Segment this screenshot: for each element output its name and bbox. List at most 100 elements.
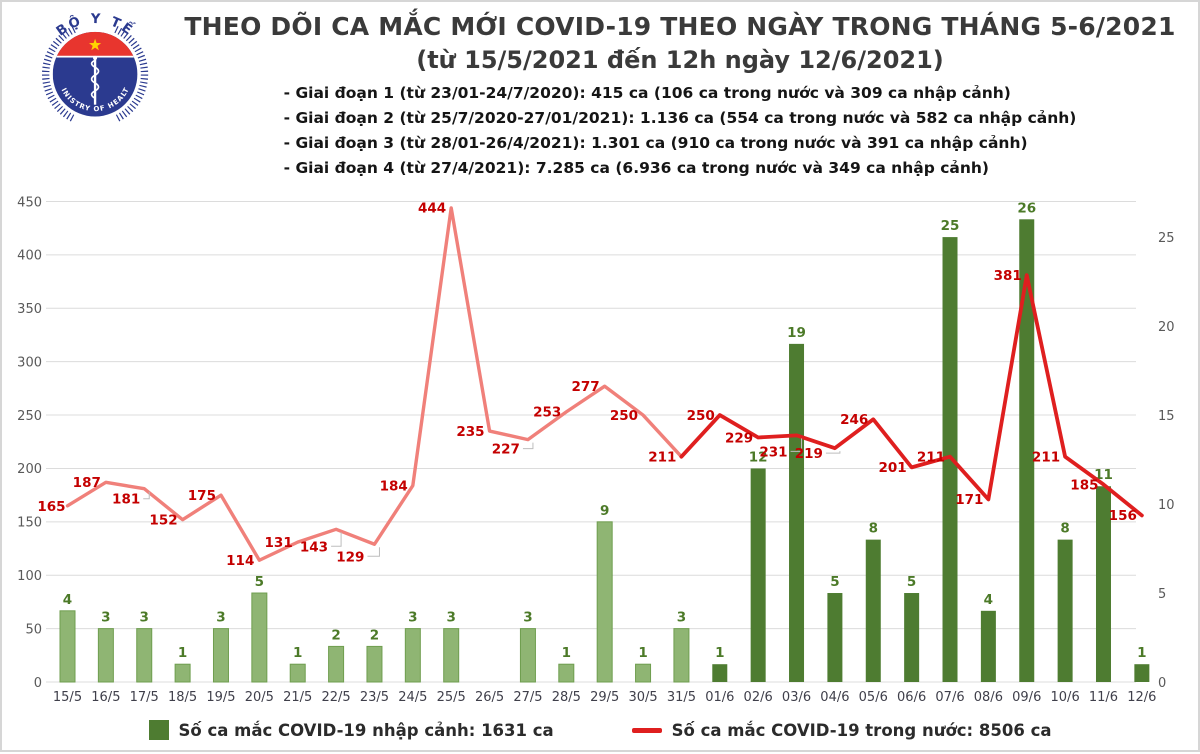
line-value-label: 250 [687,408,715,424]
bar-imported-05/6 [865,539,881,682]
line-value-label: 131 [265,535,293,551]
phase-line-2: - Giai đoạn 2 (từ 25/7/2020-27/01/2021):… [283,109,1077,127]
bar-value-label: 3 [408,610,417,626]
ministry-of-health-logo: BỘ Y TẾ MINISTRY OF HEALTH [36,6,149,123]
legend-item-imported: Số ca mắc COVID-19 nhập cảnh: 1631 ca [148,720,554,740]
x-tick-label: 18/5 [168,690,197,705]
bar-imported-12/6 [1134,664,1150,682]
label-connector [367,547,380,557]
line-value-label: 171 [955,492,983,508]
bar-imported-10/6 [1057,539,1073,682]
bar-imported-17/5 [136,628,153,683]
bar-value-label: 8 [869,521,878,537]
x-tick-label: 30/5 [628,690,657,705]
bar-value-label: 12 [749,449,768,465]
y-left-tick-label: 150 [17,516,42,531]
bar-imported-28/5 [558,663,575,683]
x-tick-label: 16/5 [91,690,120,705]
bar-value-label: 1 [715,645,724,661]
x-tick-label: 19/5 [206,690,235,705]
line-value-label: 211 [1032,449,1060,465]
line-segment-june [679,273,1144,518]
bar-imported-22/5 [328,645,345,683]
line-value-label: 165 [37,499,65,515]
x-tick-label: 10/6 [1051,690,1080,705]
x-tick-label: 23/5 [360,690,389,705]
x-tick-label: 22/5 [321,690,350,705]
bar-imported-20/5 [251,592,268,683]
label-connector [790,438,803,452]
y-left-tick-label: 200 [17,462,42,477]
x-tick-label: 07/6 [935,690,964,705]
y-right-tick-label: 20 [1158,320,1175,335]
line-value-label: 181 [112,492,140,508]
x-tick-label: 24/5 [398,690,427,705]
phase-summary: - Giai đoạn 1 (từ 23/01-24/7/2020): 415 … [284,81,1077,181]
x-tick-label: 26/5 [475,690,504,705]
y-axis-left-tick-labels: 0 50 100 150 200 250 300 350 400 450 [17,195,42,691]
y-right-tick-label: 5 [1158,587,1166,602]
line-value-label: 187 [73,475,101,491]
bar-imported-11/6 [1095,486,1111,682]
bar-imported-23/5 [366,645,383,683]
bar-value-label: 1 [562,645,571,661]
page-title: THEO DÕI CA MẮC MỚI COVID-19 THEO NGÀY T… [184,12,1176,41]
bar-imported-21/5 [289,663,306,683]
bar-imported-30/5 [635,663,652,683]
bar-value-label: 3 [523,610,532,626]
bar-imported-24/5 [404,628,421,683]
phase-line-3: - Giai đoạn 3 (từ 28/01-26/4/2021): 1.30… [283,134,1028,152]
bar-value-label: 25 [941,218,960,234]
line-value-label: 231 [759,444,787,460]
bar-imported-03/6 [789,343,805,682]
x-tick-label: 04/6 [820,690,849,705]
line-value-label: 114 [226,553,254,569]
bar-value-label: 3 [677,610,686,626]
bar-value-label: 5 [255,574,264,590]
y-left-tick-label: 0 [34,676,42,691]
x-tick-label: 06/6 [897,690,926,705]
line-value-label: 152 [149,512,177,528]
line-value-label: 227 [492,442,520,458]
bar-value-label: 1 [293,645,302,661]
bar-imported-15/5 [59,610,76,683]
x-tick-label: 25/5 [437,690,466,705]
line-value-label: 184 [380,478,408,494]
x-tick-label: 02/6 [744,690,773,705]
domestic-cases-line [65,206,1144,562]
line-value-label: 229 [725,430,753,446]
legend-line-label: Số ca mắc COVID-19 trong nước: 8506 ca [671,720,1052,740]
bar-imported-07/6 [942,237,958,682]
x-tick-label: 11/6 [1089,690,1118,705]
bar-imported-02/6 [750,468,766,682]
bar-value-label: 9 [600,503,609,519]
legend-item-domestic: Số ca mắc COVID-19 trong nước: 8506 ca [631,720,1052,740]
y-right-tick-label: 10 [1158,498,1175,513]
line-value-label: 211 [648,449,676,465]
bar-imported-04/6 [827,593,843,682]
bar-value-label: 3 [101,610,110,626]
bar-value-label: 2 [370,627,379,643]
y-left-tick-label: 450 [17,195,42,210]
line-value-label: 253 [533,405,561,421]
line-value-label: 156 [1109,508,1137,524]
line-value-label: 211 [917,449,945,465]
bar-value-label: 3 [446,610,455,626]
x-tick-label: 21/5 [283,690,312,705]
bar-imported-09/6 [1019,219,1035,682]
line-value-label: 444 [418,201,446,217]
bar-imported-08/6 [980,610,996,682]
x-tick-label: 15/5 [53,690,82,705]
line-value-label: 175 [188,488,216,504]
bar-value-label: 3 [140,610,149,626]
bars-imported-cases [59,219,1150,683]
line-value-label: 235 [456,424,484,440]
line-value-label: 250 [610,408,638,424]
bar-value-label: 5 [907,574,916,590]
bar-value-label: 8 [1060,521,1069,537]
gridlines [46,201,1136,683]
line-value-label: 185 [1070,477,1098,493]
bar-imported-19/5 [212,628,229,683]
